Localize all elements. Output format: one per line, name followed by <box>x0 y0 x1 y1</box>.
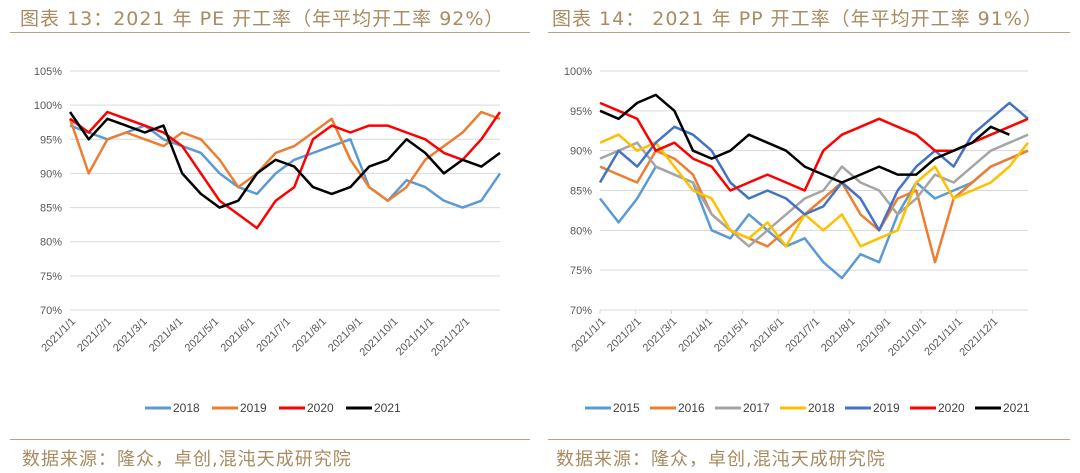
x-tick-label: 2021/1/1 <box>39 316 78 355</box>
right-source-rule <box>548 439 1070 440</box>
series-line-2018 <box>599 133 1029 248</box>
x-tick-label: 2021/12/1 <box>957 316 1000 359</box>
legend-label-2017: 2017 <box>743 401 770 415</box>
x-tick-label: 2021/8/1 <box>290 316 329 355</box>
y-tick-label: 85% <box>40 203 62 215</box>
left-source-rule <box>10 439 530 440</box>
x-tick-label: 2021/6/1 <box>219 316 258 355</box>
x-tick-label: 2021/6/1 <box>748 316 787 355</box>
x-tick-label: 2021/8/1 <box>819 316 858 355</box>
x-tick-label: 2021/4/1 <box>676 316 715 355</box>
pe-chart: 70% 75% 80% 85% 90% 95% 100% 105% 2021/1/12021/2… <box>34 66 502 415</box>
y-tick-label: 90% <box>40 168 62 180</box>
x-tick-label: 2021/10/1 <box>886 316 929 359</box>
y-tick-label: 95% <box>40 134 62 146</box>
series-line-2017 <box>599 133 1029 248</box>
x-tick-label: 2021/3/1 <box>641 316 680 355</box>
right-source: 数据来源：隆众，卓创,混沌天成研究院 <box>556 449 886 470</box>
legend-label-2020: 2020 <box>938 401 965 415</box>
legend-label-2021: 2021 <box>374 401 401 415</box>
legend-label-2019: 2019 <box>240 401 267 415</box>
right-title-rule <box>548 32 1070 33</box>
left-source: 数据来源：隆众，卓创,混沌天成研究院 <box>22 449 352 470</box>
x-tick-label: 2021/7/1 <box>254 316 293 355</box>
y-tick-label: 100% <box>564 66 592 78</box>
left-chart-title: 图表 13：2021 年 PE 开工率（年平均开工率 92%） <box>20 8 505 30</box>
y-tick-label: 100% <box>34 100 62 112</box>
x-tick-label: 2021/12/1 <box>429 316 472 359</box>
x-tick-label: 2021/5/1 <box>183 316 222 355</box>
series-line-2020 <box>69 110 502 230</box>
legend-label-2016: 2016 <box>678 401 705 415</box>
x-tick-label: 2021/10/1 <box>358 316 401 359</box>
y-tick-label: 70% <box>570 305 592 317</box>
y-tick-label: 80% <box>570 225 592 237</box>
x-tick-label: 2021/4/1 <box>147 316 186 355</box>
y-tick-label: 85% <box>570 186 592 198</box>
left-title-rule <box>10 32 530 33</box>
series-line-2021 <box>68 111 501 209</box>
legend-label-2018: 2018 <box>173 401 200 415</box>
series-line-2016 <box>599 149 1029 264</box>
legend-label-2015: 2015 <box>613 401 640 415</box>
right-chart-title: 图表 14： 2021 年 PP 开工率（年平均开工率 91%） <box>552 8 1043 30</box>
legend-label-2018: 2018 <box>808 401 835 415</box>
legend-label-2019: 2019 <box>873 401 900 415</box>
legend-label-2021: 2021 <box>1003 401 1030 415</box>
y-tick-label: 75% <box>40 271 62 283</box>
y-tick-label: 95% <box>570 106 592 118</box>
x-tick-label: 2021/2/1 <box>75 316 114 355</box>
x-tick-label: 2021/2/1 <box>605 316 644 355</box>
y-tick-label: 75% <box>570 265 592 277</box>
y-tick-label: 105% <box>34 66 62 78</box>
series-line-2019 <box>598 101 1029 232</box>
y-tick-label: 70% <box>40 305 62 317</box>
x-tick-label: 2021/7/1 <box>783 316 822 355</box>
series-line-2019 <box>68 110 501 202</box>
x-tick-label: 2021/5/1 <box>712 316 751 355</box>
series-line-2021 <box>599 93 1010 184</box>
y-tick-label: 80% <box>40 237 62 249</box>
y-tick-label: 90% <box>570 146 592 158</box>
x-tick-label: 2021/3/1 <box>111 316 150 355</box>
x-tick-label: 2021/1/1 <box>569 316 608 355</box>
pp-chart: 70%75%80%85%90%95%100%2021/1/12021/2/120… <box>564 66 1030 415</box>
series-line-2018 <box>69 124 502 209</box>
legend-label-2020: 2020 <box>307 401 334 415</box>
